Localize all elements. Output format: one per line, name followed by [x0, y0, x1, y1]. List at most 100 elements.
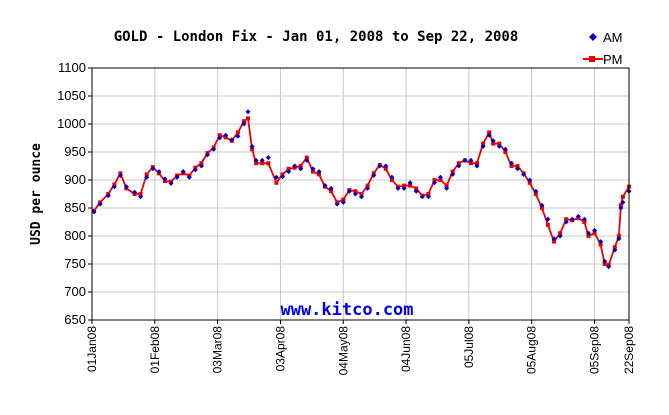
- pm-point: [144, 172, 149, 177]
- am-point: [111, 184, 117, 190]
- y-tick-label: 1050: [57, 88, 86, 103]
- pm-point: [199, 161, 204, 166]
- am-point: [432, 180, 437, 186]
- am-point: [316, 169, 322, 175]
- am-point: [168, 180, 174, 186]
- pm-point: [509, 164, 514, 168]
- pm-point: [497, 141, 502, 146]
- chart-title: GOLD - London Fix - Jan 01, 2008 to Sep …: [114, 29, 519, 45]
- am-point: [569, 216, 575, 222]
- pm-point: [359, 192, 364, 196]
- pm-point: [426, 192, 431, 196]
- plot-frame: [91, 67, 630, 321]
- pm-point: [250, 147, 255, 152]
- am-point: [105, 193, 111, 199]
- pm-point: [456, 161, 461, 166]
- am-point: [198, 163, 204, 169]
- am-point: [298, 166, 304, 172]
- series-markers: [91, 109, 632, 270]
- am-point: [180, 169, 186, 175]
- am-point: [377, 163, 383, 169]
- am-point: [359, 194, 364, 200]
- pm-point: [286, 166, 291, 171]
- pm-point: [138, 192, 143, 196]
- am-point: [91, 209, 97, 215]
- am-point: [425, 194, 431, 200]
- x-tick-label: 01Feb08: [148, 326, 162, 374]
- y-tick-label: 750: [64, 256, 86, 271]
- am-point: [480, 143, 486, 149]
- y-tick-label: 1100: [58, 60, 86, 75]
- y-tick-label: 650: [64, 312, 86, 327]
- am-point: [527, 177, 533, 183]
- am-point: [395, 185, 401, 191]
- watermark-text: www.kitco.com: [280, 300, 413, 320]
- am-point: [438, 174, 443, 180]
- am-point: [620, 199, 626, 205]
- am-point: [618, 205, 624, 211]
- am-point: [598, 239, 604, 245]
- am-point: [407, 180, 413, 186]
- pm-point: [383, 166, 388, 171]
- am-point: [581, 216, 587, 222]
- am-point: [462, 157, 468, 163]
- pm-point: [552, 239, 556, 244]
- am-point: [156, 169, 162, 175]
- pm-point: [616, 234, 621, 238]
- am-point: [253, 157, 259, 163]
- y-tick-label: 900: [64, 172, 86, 187]
- y-tick-label: 850: [64, 200, 86, 215]
- y-tick-label: 950: [64, 144, 86, 159]
- pm-point: [254, 161, 259, 166]
- am-point: [389, 174, 395, 180]
- pm-point: [533, 192, 538, 196]
- legend-label-am: AM: [603, 30, 623, 45]
- am-point: [292, 163, 298, 169]
- pm-point: [438, 178, 443, 182]
- y-axis-label: USD per ounce: [29, 143, 44, 245]
- am-point: [340, 199, 346, 205]
- am-point: [521, 171, 527, 177]
- pm-point: [582, 220, 587, 224]
- pm-point: [444, 183, 449, 188]
- pm-point: [365, 183, 370, 188]
- legend-marker-am: [589, 33, 597, 41]
- am-point: [419, 194, 425, 200]
- am-point: [328, 185, 334, 191]
- am-point: [502, 146, 508, 152]
- am-point: [586, 230, 591, 236]
- am-point: [551, 236, 557, 242]
- pm-point: [539, 206, 544, 210]
- am-point: [401, 185, 407, 191]
- pm-point: [317, 172, 321, 177]
- pm-point: [432, 178, 437, 182]
- am-point: [97, 201, 103, 207]
- x-axis-ticks: 01Jan08 01Feb08 03Mar08 03Apr08 04May08 04Jun…: [85, 320, 636, 375]
- pm-point: [564, 217, 569, 222]
- am-point: [557, 233, 563, 239]
- x-tick-label: 04Jun08: [399, 326, 413, 372]
- am-point: [132, 189, 138, 195]
- am-point: [612, 247, 618, 253]
- am-point: [496, 143, 502, 149]
- pm-point: [353, 189, 358, 194]
- am-point: [217, 135, 223, 141]
- am-point: [352, 191, 358, 197]
- pm-point: [389, 178, 394, 182]
- pm-point: [341, 197, 346, 202]
- pm-point: [450, 169, 455, 174]
- am-point: [515, 166, 520, 172]
- am-point: [150, 166, 156, 172]
- pm-point: [598, 242, 603, 247]
- x-tick-label: 04May08: [336, 326, 350, 376]
- am-point: [509, 160, 514, 166]
- am-point: [235, 133, 241, 139]
- pm-point: [515, 164, 520, 168]
- am-point: [174, 174, 180, 180]
- pm-point: [310, 169, 315, 174]
- pm-point: [481, 141, 486, 146]
- am-point: [371, 173, 377, 178]
- am-point: [383, 163, 389, 169]
- x-tick-label: 03Mar08: [211, 326, 225, 374]
